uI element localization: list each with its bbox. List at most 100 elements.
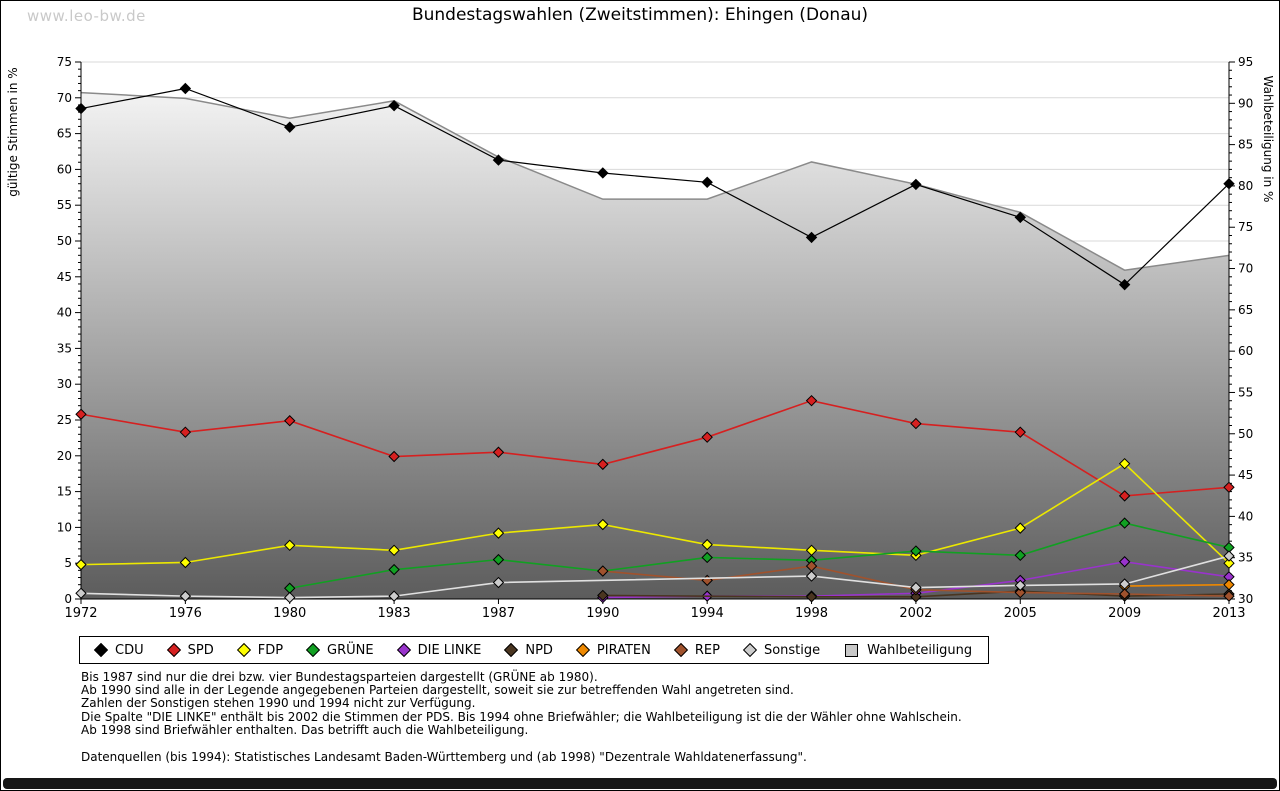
- series-diamond-icon: [236, 642, 251, 658]
- marker-SPD-1980: [284, 415, 296, 427]
- marker-FDP-2005: [1014, 522, 1026, 534]
- x-tick-label: 1990: [586, 606, 619, 621]
- turnout-area: [81, 92, 1229, 600]
- left-tick-label: 35: [57, 341, 72, 355]
- marker-SPD-1990: [597, 458, 609, 471]
- marker-Sonstige-1976: [179, 590, 192, 602]
- legend-label: REP: [694, 642, 720, 658]
- marker-CDU-1972: [75, 102, 87, 115]
- left-tick-label: 65: [57, 127, 72, 141]
- legend-label: SPD: [187, 642, 214, 658]
- marker-CDU-2009: [1118, 278, 1131, 291]
- marker-REP-2009: [1118, 588, 1131, 600]
- marker-Sonstige-1972: [75, 587, 87, 599]
- right-tick-label: 30: [1238, 592, 1253, 606]
- marker-FDP-1983: [388, 544, 400, 557]
- marker-FDP-1972: [75, 558, 87, 571]
- marker-CDU-1980: [284, 121, 296, 133]
- turnout-square-icon: [845, 643, 859, 657]
- election-line-chart: 0 5 10 15 20 25 30 35 40 45 50 55 60 65 70 75 30 35 40 45 50…: [6, 55, 1275, 621]
- marker-SPD-2009: [1118, 490, 1131, 502]
- left-axis-title: gültige Stimmen in %: [6, 67, 20, 196]
- footnote-line-1: Bis 1987 sind nur die drei bzw. vier Bun…: [81, 670, 598, 684]
- series-line-NPD: [602, 590, 1230, 598]
- series-diamond-icon: [396, 642, 411, 658]
- x-tick-label: 2002: [899, 606, 932, 621]
- marker-NPD-1998: [805, 591, 818, 603]
- marker-SPD-2002: [910, 417, 922, 430]
- marker-FDP-1976: [179, 556, 192, 569]
- chart-legend: CDU SPD FDP GRÜNE DIE LINKE NPD PIRATEN REP Sons…: [79, 636, 990, 664]
- marker-SPD-1987: [492, 446, 505, 458]
- page-title: Bundestagswahlen (Zweitstimmen): Ehingen…: [411, 5, 869, 25]
- left-tick-label: 50: [57, 234, 72, 248]
- x-tick-label: 1976: [169, 606, 202, 621]
- marker-FDP-1987: [492, 527, 505, 539]
- x-tick-label: 1972: [64, 606, 97, 621]
- right-tick-label: 90: [1238, 96, 1253, 110]
- right-tick-label: 60: [1238, 344, 1253, 358]
- right-axis-title: Wahlbeteiligung in %: [1261, 76, 1275, 203]
- marker-CDU-1976: [179, 82, 192, 95]
- legend-label: Wahlbeteiligung: [867, 642, 973, 658]
- watermark: www.leo-bw.de: [27, 7, 146, 25]
- marker-CDU-2013: [1223, 178, 1235, 190]
- left-tick-label: 60: [57, 162, 72, 176]
- marker-Sonstige-2013: [1223, 550, 1235, 562]
- right-tick-label: 75: [1238, 220, 1253, 234]
- marker-Sonstige-1998: [805, 570, 818, 582]
- x-tick-label: 2009: [1108, 606, 1141, 621]
- left-tick-label: 15: [57, 485, 72, 499]
- marker-CDU-1998: [805, 231, 818, 244]
- x-tick-label: 1998: [795, 606, 828, 621]
- series-line-PIRATEN: [1124, 583, 1230, 587]
- turnout-outline: [80, 91, 1230, 271]
- marker-SPD-1998: [805, 394, 818, 407]
- footnote-line-4: Die Spalte "DIE LINKE" enthält bis 2002 …: [81, 709, 962, 724]
- marker-SPD-1983: [388, 450, 400, 463]
- legend-item-PIRATEN: PIRATEN: [575, 643, 651, 658]
- series-line-FDP: [80, 462, 1230, 566]
- legend-item-GRÜNE: GRÜNE: [305, 642, 374, 658]
- left-tick-label: 0: [64, 592, 72, 606]
- right-tick-label: 95: [1238, 55, 1253, 69]
- x-tick-label: 2013: [1212, 606, 1245, 621]
- legend-item-CDU: CDU: [93, 642, 144, 658]
- series-diamond-icon: [305, 642, 321, 658]
- footnote-source: Datenquellen (bis 1994): Statistisches L…: [81, 750, 807, 765]
- marker-CDU-2002: [910, 178, 922, 191]
- footnote-line-2: Ab 1990 sind alle in der Legende angegeb…: [81, 683, 794, 698]
- series-line-CDU: [80, 87, 1230, 286]
- series-line-GRÜNE: [289, 522, 1230, 590]
- marker-GRÜNE-1987: [492, 553, 505, 566]
- legend-item-Sonstige: Sonstige: [742, 642, 821, 658]
- legend-item-DIE LINKE: DIE LINKE: [396, 642, 481, 658]
- marker-FDP-2009: [1118, 457, 1131, 470]
- marker-Sonstige-2005: [1014, 579, 1026, 592]
- left-tick-label: 10: [57, 520, 72, 534]
- legend-label: Sonstige: [763, 642, 821, 658]
- marker-Sonstige-2009: [1118, 578, 1131, 590]
- marker-SPD-1972: [75, 408, 87, 420]
- series-diamond-icon: [673, 642, 688, 658]
- marker-GRÜNE-1983: [388, 563, 400, 576]
- marker-CDU-2005: [1014, 211, 1026, 224]
- series-line-SPD: [80, 399, 1230, 497]
- marker-Sonstige-1987: [492, 576, 505, 589]
- marker-FDP-1994: [701, 538, 713, 551]
- marker-CDU-1983: [388, 99, 400, 112]
- marker-NPD-1990: [597, 589, 609, 602]
- x-tick-label: 1980: [273, 606, 306, 621]
- marker-SPD-1976: [179, 426, 192, 438]
- footnote-line-5: Ab 1998 sind Briefwähler enthalten. Das …: [81, 722, 529, 737]
- legend-item-NPD: NPD: [504, 643, 553, 658]
- marker-GRÜNE-1994: [701, 551, 713, 564]
- marker-PIRATEN-2013: [1223, 578, 1235, 591]
- right-tick-label: 40: [1238, 509, 1253, 523]
- series-diamond-icon: [93, 642, 109, 658]
- marker-FDP-1990: [597, 518, 609, 531]
- marker-DIE LINKE-2009: [1118, 556, 1131, 568]
- marker-SPD-1994: [701, 431, 713, 443]
- left-tick-label: 30: [57, 377, 72, 391]
